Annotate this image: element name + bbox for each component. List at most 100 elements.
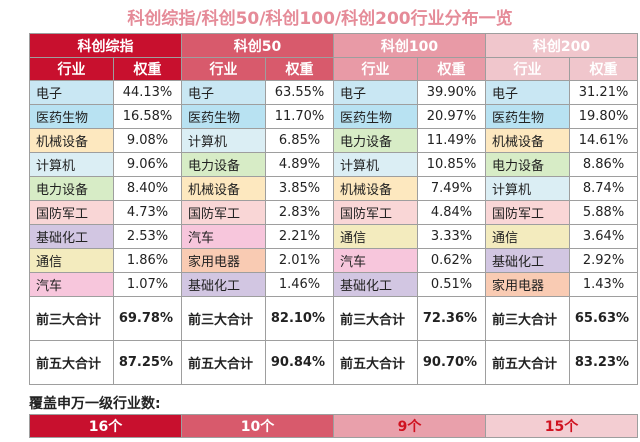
weight-cell: 20.97% — [417, 104, 487, 129]
index-header-row: 科创综指 科创50 科创100 科创200 — [29, 33, 639, 58]
weight-column-header: 权重 — [569, 57, 639, 81]
weight-cell: 14.61% — [569, 128, 639, 153]
weight-cell: 8.74% — [569, 176, 639, 201]
industry-cell: 国防军工 — [29, 200, 114, 225]
industry-cell: 电力设备 — [29, 176, 114, 201]
industry-cell: 电力设备 — [485, 152, 571, 177]
weight-cell: 2.53% — [113, 224, 182, 249]
industry-column-header: 行业 — [333, 57, 419, 81]
industry-cell: 家用电器 — [181, 248, 266, 273]
industry-column-header: 行业 — [29, 57, 114, 81]
top3-summary-value: 82.10% — [264, 296, 335, 341]
index-name-header: 科创200 — [485, 33, 639, 58]
industry-cell: 计算机 — [181, 128, 266, 153]
industry-cell: 电力设备 — [181, 152, 266, 177]
industry-cell: 机械设备 — [181, 176, 266, 201]
weight-column-header: 权重 — [264, 57, 335, 81]
industry-cell: 家用电器 — [485, 272, 571, 297]
industry-cell: 汽车 — [333, 248, 419, 273]
index-name-header: 科创50 — [180, 33, 335, 58]
industry-column-header: 行业 — [181, 57, 266, 81]
industry-cell: 基础化工 — [181, 272, 266, 297]
weight-cell: 6.85% — [264, 128, 335, 153]
top5-summary-value: 83.23% — [569, 340, 639, 385]
top3-summary-row: 前三大合计 69.78% 前三大合计 82.10% 前三大合计 72.36% 前三大合计 65… — [29, 296, 639, 341]
weight-cell: 9.08% — [113, 128, 182, 153]
top3-summary-label: 前三大合计 — [485, 296, 571, 341]
top3-summary-label: 前三大合计 — [333, 296, 419, 341]
index-name-header: 科创综指 — [29, 33, 182, 58]
industry-column-header: 行业 — [485, 57, 571, 81]
weight-column-header: 权重 — [113, 57, 182, 81]
table-row: 电力设备 8.40% 机械设备 3.85% 机械设备 7.49% 计算机 8.74% — [29, 176, 639, 201]
table-row: 汽车 1.07% 基础化工 1.46% 基础化工 0.51% 家用电器 1.43% — [29, 272, 639, 297]
industry-cell: 通信 — [333, 224, 419, 249]
industry-cell: 国防军工 — [333, 200, 419, 225]
coverage-count: 15个 — [485, 414, 638, 438]
weight-cell: 11.49% — [417, 128, 487, 153]
weight-cell: 3.64% — [569, 224, 639, 249]
coverage-label: 覆盖申万一级行业数: — [29, 396, 161, 412]
coverage-count: 16个 — [29, 414, 182, 438]
table-row: 计算机 9.06% 电力设备 4.89% 计算机 10.85% 电力设备 8.86% — [29, 152, 639, 177]
industry-distribution-table: 科创综指 科创50 科创100 科创200 行业 权重 行业 权重 行业 权重 行业 权重 电子 44.1… — [29, 33, 639, 385]
industry-cell: 医药生物 — [485, 104, 571, 129]
weight-cell: 16.58% — [113, 104, 182, 129]
industry-cell: 机械设备 — [333, 176, 419, 201]
industry-cell: 电子 — [29, 80, 114, 105]
industry-cell: 基础化工 — [29, 224, 114, 249]
top5-summary-label: 前五大合计 — [485, 340, 571, 385]
weight-cell: 19.80% — [569, 104, 639, 129]
top3-summary-value: 65.63% — [569, 296, 639, 341]
industry-cell: 电子 — [181, 80, 266, 105]
top5-summary-row: 前五大合计 87.25% 前五大合计 90.84% 前五大合计 90.70% 前五大合计 83… — [29, 340, 639, 385]
top3-summary-value: 69.78% — [113, 296, 182, 341]
industry-cell: 通信 — [485, 224, 571, 249]
industry-cell: 汽车 — [29, 272, 114, 297]
coverage-count: 9个 — [333, 414, 486, 438]
weight-cell: 8.40% — [113, 176, 182, 201]
top3-summary-value: 72.36% — [417, 296, 487, 341]
industry-cell: 机械设备 — [485, 128, 571, 153]
table-row: 医药生物 16.58% 医药生物 11.70% 医药生物 20.97% 医药生物 19.80% — [29, 104, 639, 129]
weight-cell: 8.86% — [569, 152, 639, 177]
weight-cell: 4.84% — [417, 200, 487, 225]
weight-cell: 4.89% — [264, 152, 335, 177]
weight-cell: 9.06% — [113, 152, 182, 177]
weight-cell: 39.90% — [417, 80, 487, 105]
weight-cell: 31.21% — [569, 80, 639, 105]
weight-cell: 2.83% — [264, 200, 335, 225]
weight-cell: 0.62% — [417, 248, 487, 273]
index-name-header: 科创100 — [333, 33, 487, 58]
weight-cell: 3.85% — [264, 176, 335, 201]
industry-cell: 电子 — [485, 80, 571, 105]
table-row: 机械设备 9.08% 计算机 6.85% 电力设备 11.49% 机械设备 14.61% — [29, 128, 639, 153]
top5-summary-label: 前五大合计 — [181, 340, 266, 385]
industry-cell: 计算机 — [333, 152, 419, 177]
table-row: 通信 1.86% 家用电器 2.01% 汽车 0.62% 基础化工 2.92% — [29, 248, 639, 273]
column-header-row: 行业 权重 行业 权重 行业 权重 行业 权重 — [29, 57, 639, 81]
weight-cell: 11.70% — [264, 104, 335, 129]
weight-cell: 10.85% — [417, 152, 487, 177]
industry-cell: 医药生物 — [181, 104, 266, 129]
industry-cell: 通信 — [29, 248, 114, 273]
industry-cell: 电力设备 — [333, 128, 419, 153]
weight-cell: 0.51% — [417, 272, 487, 297]
weight-cell: 63.55% — [264, 80, 335, 105]
industry-cell: 基础化工 — [485, 248, 571, 273]
industry-cell: 电子 — [333, 80, 419, 105]
weight-cell: 2.92% — [569, 248, 639, 273]
top5-summary-value: 87.25% — [113, 340, 182, 385]
coverage-row: 16个 10个 9个 15个 — [29, 414, 638, 438]
weight-cell: 1.86% — [113, 248, 182, 273]
top3-summary-label: 前三大合计 — [29, 296, 114, 341]
top5-summary-label: 前五大合计 — [29, 340, 114, 385]
industry-cell: 机械设备 — [29, 128, 114, 153]
top5-summary-value: 90.84% — [264, 340, 335, 385]
weight-cell: 5.88% — [569, 200, 639, 225]
page-title: 科创综指/科创50/科创100/科创200行业分布一览 — [127, 9, 513, 29]
industry-cell: 国防军工 — [181, 200, 266, 225]
industry-cell: 国防军工 — [485, 200, 571, 225]
weight-cell: 44.13% — [113, 80, 182, 105]
weight-cell: 1.43% — [569, 272, 639, 297]
